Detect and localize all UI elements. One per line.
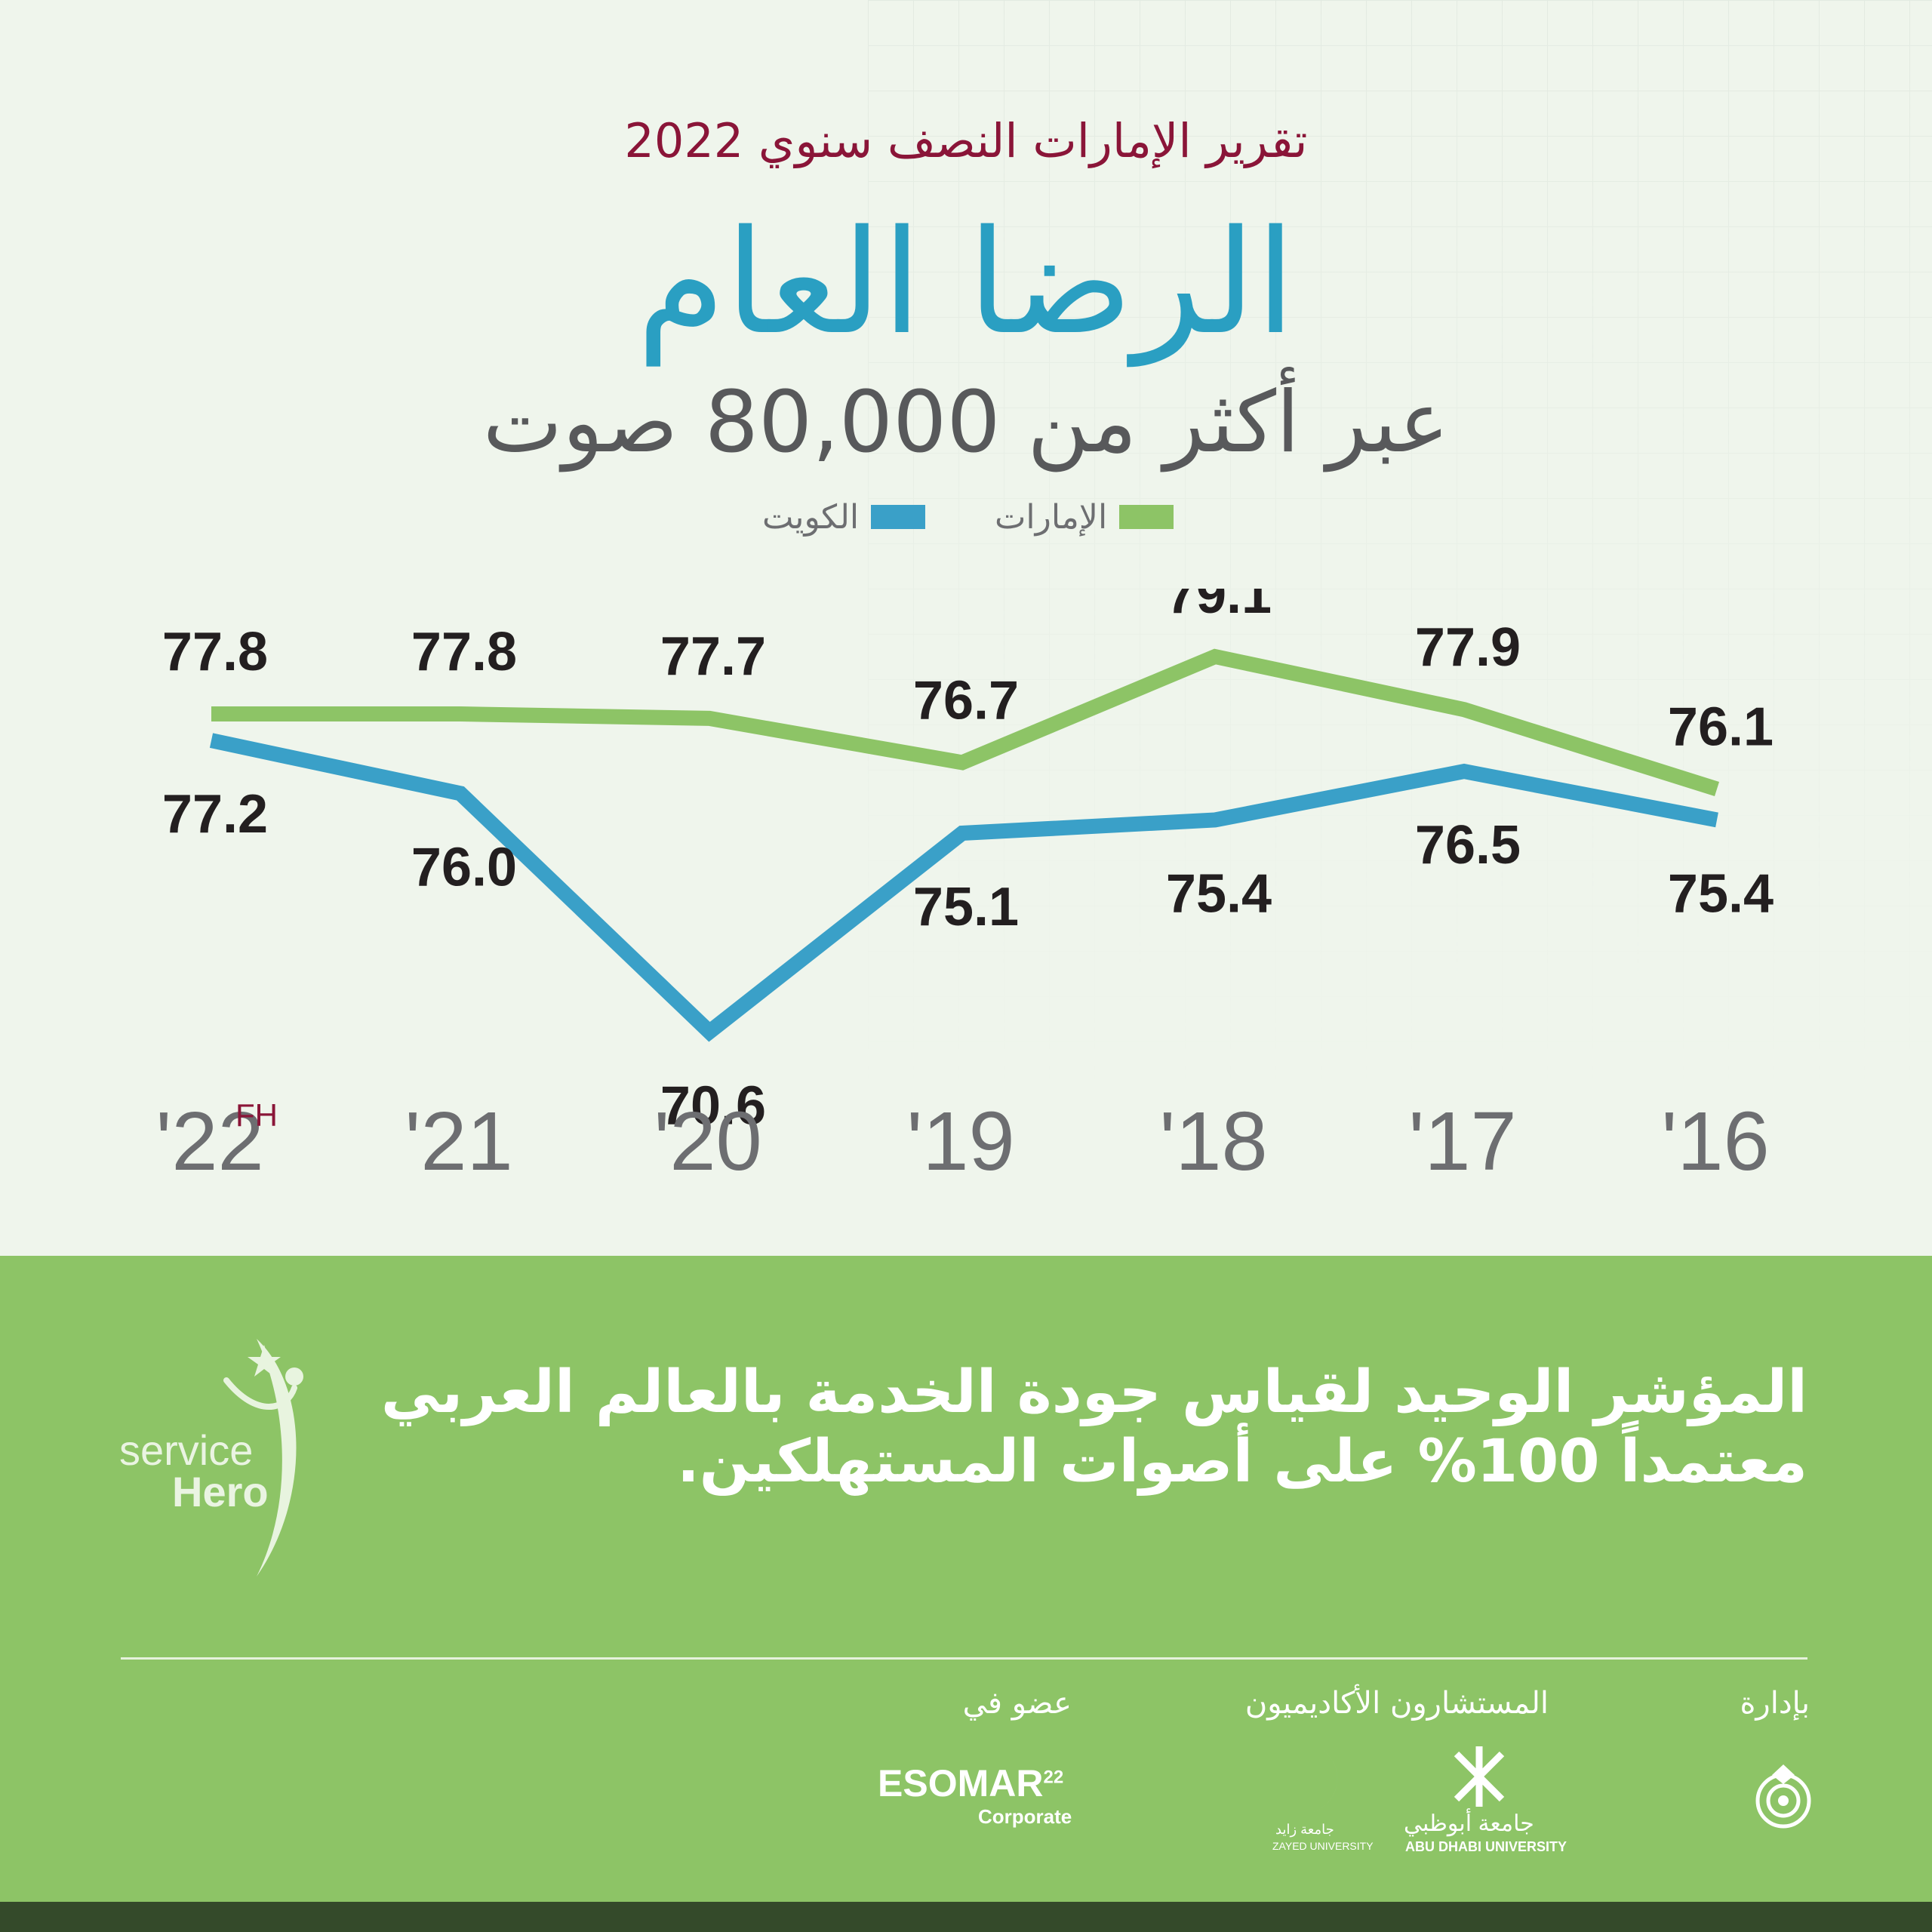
zu-logo-mark [1287,1746,1337,1814]
tagline: المؤشر الوحيد لقياس جودة الخدمة بالعالم … [374,1358,1807,1497]
tagline-line2: معتمداً 100% على أصوات المستهلكين. [677,1428,1807,1497]
x-tick-label: '16 [1661,1095,1769,1188]
service-hero-line2: Hero [172,1468,269,1515]
legend-label-uae: الإمارات [995,497,1108,537]
grid-texture [868,0,1932,1094]
data-label-kuwait: 76.5 [1415,815,1521,875]
data-label-uae: 77.8 [162,622,268,682]
esomar-corporate: Corporate [978,1805,1072,1828]
esomar-sup: 22 [1043,1767,1064,1788]
footer-panel: service Hero المؤشر الوحيد لقياس جودة ال… [0,1256,1932,1902]
report-title: تقرير الإمارات النصف سنوي 2022 [624,113,1308,168]
adu-logo-mark [1454,1746,1505,1807]
by-label: بإدارة [1740,1686,1810,1721]
x-tick-label: '19 [906,1095,1014,1188]
data-label-uae: 79.1 [1166,589,1272,625]
data-label-uae: 77.8 [411,622,517,682]
x-tick-label: '18 [1159,1095,1267,1188]
data-label-kuwait: 75.1 [913,877,1019,937]
zu-arabic: جامعة زايد [1275,1822,1334,1837]
data-label-uae: 77.7 [660,626,766,687]
data-label-uae: 76.7 [913,670,1019,731]
member-label: عضو في [962,1686,1072,1721]
zu-english: ZAYED UNIVERSITY [1272,1840,1374,1852]
data-label-kuwait: 77.2 [162,784,268,844]
series-line-kuwait [209,733,1718,1042]
x-tick-label: '22 [155,1095,263,1188]
tagline-line1: المؤشر الوحيد لقياس جودة الخدمة بالعالم … [380,1358,1807,1426]
main-title: الرضا العام [636,199,1296,366]
esomar-logo: ESOMAR22 [878,1761,1063,1805]
footer-divider [121,1657,1807,1660]
data-label-kuwait: 75.4 [1166,863,1272,924]
line-chart: 77.8 77.8 77.7 76.7 79.1 77.9 76.1 77.2 76.0 70.6… [155,589,1774,1188]
service-hero-line1: service [119,1426,254,1474]
x-tick-note: FH [235,1097,278,1133]
series-line-uae [211,648,1719,797]
legend-swatch-uae [1119,505,1174,529]
esomar-name: ESOMAR [878,1762,1044,1804]
legend-item-uae: الإمارات [995,494,1174,540]
x-tick-label: '20 [654,1095,761,1188]
data-label-kuwait: 70.6 [660,1075,766,1136]
service-hero-logo-mark [223,1339,303,1577]
adu-english: ABU DHABI UNIVERSITY [1405,1839,1567,1854]
data-label-uae: 76.1 [1668,697,1774,758]
data-label-kuwait: 75.4 [1668,863,1774,924]
legend-swatch-kuwait [871,505,926,529]
advisors-label: المستشارون الأكاديميون [1244,1686,1549,1721]
managing-company-logo [1755,1764,1811,1829]
footer-strip [0,1902,1932,1932]
x-tick-label: '21 [405,1095,512,1188]
x-tick-label: '17 [1408,1095,1516,1188]
legend-label-kuwait: الكويت [762,497,860,537]
adu-arabic: جامعة أبوظبي [1404,1811,1534,1836]
subtitle: عبر أكثر من 80,000 صوت [482,374,1450,472]
legend-item-kuwait: الكويت [762,494,926,540]
data-label-uae: 77.9 [1415,617,1521,678]
chart-panel: تقرير الإمارات النصف سنوي 2022 الرضا الع… [155,0,1932,1188]
data-label-kuwait: 76.0 [411,837,517,897]
